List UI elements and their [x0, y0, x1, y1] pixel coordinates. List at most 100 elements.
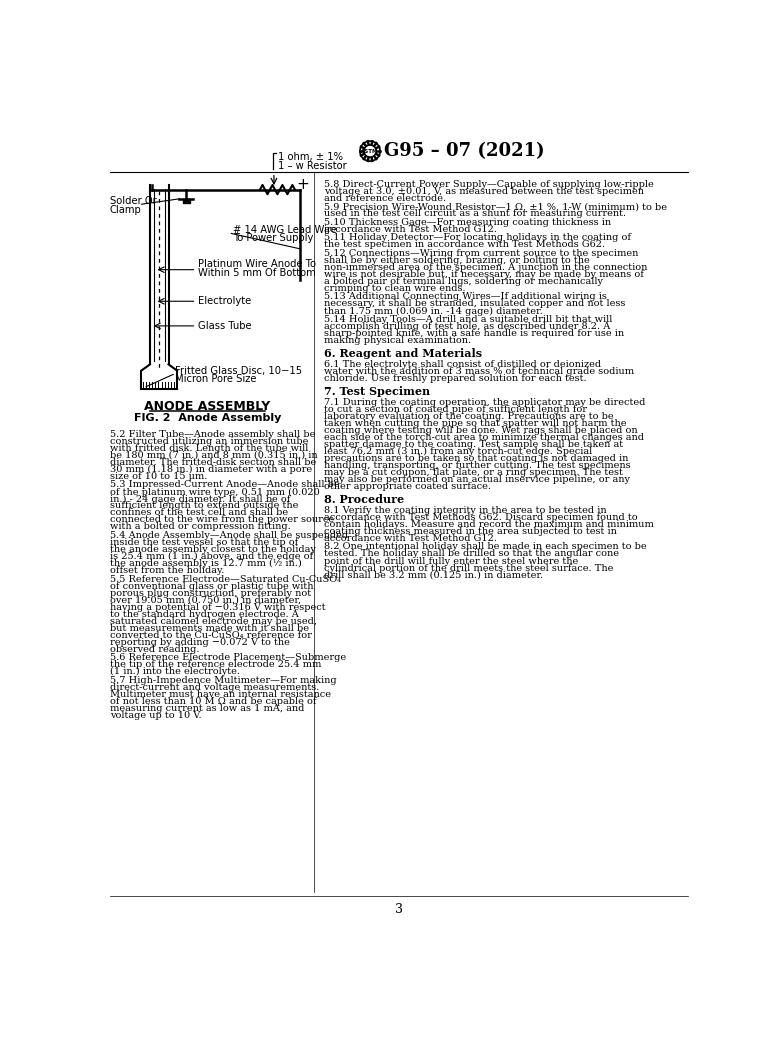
Text: necessary, it shall be stranded, insulated copper and not less: necessary, it shall be stranded, insulat… [324, 300, 626, 308]
Text: 8.2 One intentional holiday shall be made in each specimen to be: 8.2 One intentional holiday shall be mad… [324, 542, 647, 552]
Text: diameter. The fritted-disk section shall be: diameter. The fritted-disk section shall… [110, 458, 316, 466]
Text: connected to the wire from the power source: connected to the wire from the power sou… [110, 515, 334, 525]
Text: Within 5 mm Of Bottom: Within 5 mm Of Bottom [198, 268, 316, 278]
Text: offset from the holiday.: offset from the holiday. [110, 566, 224, 575]
Text: ASTM: ASTM [361, 149, 379, 154]
Text: the anode assembly closest to the holiday: the anode assembly closest to the holida… [110, 545, 316, 554]
Text: Micron Pore Size: Micron Pore Size [175, 374, 256, 384]
Text: 1 – w Resistor: 1 – w Resistor [278, 160, 346, 171]
Text: Multimeter must have an internal resistance: Multimeter must have an internal resista… [110, 690, 331, 699]
Text: having a potential of −0.316 V with respect: having a potential of −0.316 V with resp… [110, 603, 325, 612]
Text: 6. Reagent and Materials: 6. Reagent and Materials [324, 348, 482, 358]
Text: non-immersed area of the specimen. A junction in the connection: non-immersed area of the specimen. A jun… [324, 262, 648, 272]
Text: accordance with Test Methods G62. Discard specimen found to: accordance with Test Methods G62. Discar… [324, 513, 638, 522]
Text: 5.5 Reference Electrode—Saturated Cu-CuSO₄: 5.5 Reference Electrode—Saturated Cu-CuS… [110, 575, 341, 584]
Text: precautions are to be taken so that coating is not damaged in: precautions are to be taken so that coat… [324, 454, 629, 463]
Text: porous plug construction, preferably not: porous plug construction, preferably not [110, 588, 310, 598]
Text: over 19.05 mm (0.750 in.) in diameter,: over 19.05 mm (0.750 in.) in diameter, [110, 595, 301, 605]
Text: 5.13 Additional Connecting Wires—If additional wiring is: 5.13 Additional Connecting Wires—If addi… [324, 293, 607, 302]
Text: 5.12 Connections—Wiring from current source to the specimen: 5.12 Connections—Wiring from current sou… [324, 249, 639, 258]
Text: shall be by either soldering, brazing, or bolting to the: shall be by either soldering, brazing, o… [324, 256, 590, 264]
Text: water with the addition of 3 mass % of technical grade sodium: water with the addition of 3 mass % of t… [324, 366, 634, 376]
Text: of the platinum wire type, 0.51 mm (0.020: of the platinum wire type, 0.51 mm (0.02… [110, 487, 320, 497]
Text: handling, transporting, or further cutting. The test specimens: handling, transporting, or further cutti… [324, 461, 631, 469]
Text: of conventional glass or plastic tube with: of conventional glass or plastic tube wi… [110, 582, 314, 590]
Text: to cut a section of coated pipe of sufficient length for: to cut a section of coated pipe of suffi… [324, 405, 587, 414]
Text: 7.1 During the coating operation, the applicator may be directed: 7.1 During the coating operation, the ap… [324, 398, 646, 407]
Text: saturated calomel electrode may be used,: saturated calomel electrode may be used, [110, 616, 317, 626]
Text: the anode assembly is 12.7 mm (½ in.): the anode assembly is 12.7 mm (½ in.) [110, 559, 301, 568]
Text: may also be performed on an actual inservice pipeline, or any: may also be performed on an actual inser… [324, 475, 630, 484]
Text: is 25.4 mm (1 in.) above, and the edge of: is 25.4 mm (1 in.) above, and the edge o… [110, 552, 313, 561]
Text: point of the drill will fully enter the steel where the: point of the drill will fully enter the … [324, 557, 579, 565]
Text: size of 10 to 15 μm.: size of 10 to 15 μm. [110, 472, 207, 481]
Text: least 76.2 mm (3 in.) from any torch-cut edge. Special: least 76.2 mm (3 in.) from any torch-cut… [324, 447, 593, 456]
Text: be 180 mm (7 in.) and 8 mm (0.315 in.) in: be 180 mm (7 in.) and 8 mm (0.315 in.) i… [110, 451, 317, 460]
Text: ANODE ASSEMBLY: ANODE ASSEMBLY [144, 400, 271, 413]
Text: each side of the torch-cut area to minimize thermal changes and: each side of the torch-cut area to minim… [324, 433, 644, 442]
Text: the tip of the reference electrode 25.4 mm: the tip of the reference electrode 25.4 … [110, 660, 321, 669]
Text: in.) - 24 gage diameter. It shall be of: in.) - 24 gage diameter. It shall be of [110, 494, 290, 504]
Text: a bolted pair of terminal lugs, soldering or mechanically: a bolted pair of terminal lugs, solderin… [324, 277, 603, 286]
Text: 8.1 Verify the coating integrity in the area to be tested in: 8.1 Verify the coating integrity in the … [324, 506, 607, 515]
Text: with a bolted or compression fitting.: with a bolted or compression fitting. [110, 523, 290, 532]
Text: 1 ohm, ± 1%: 1 ohm, ± 1% [278, 152, 343, 162]
Text: than 1.75 mm (0.069 in. -14 gage) diameter.: than 1.75 mm (0.069 in. -14 gage) diamet… [324, 306, 543, 315]
Text: and reference electrode.: and reference electrode. [324, 194, 447, 203]
Text: 5.7 High-Impedence Multimeter—For making: 5.7 High-Impedence Multimeter—For making [110, 676, 336, 685]
Text: tested. The holiday shall be drilled so that the angular cone: tested. The holiday shall be drilled so … [324, 550, 619, 559]
Text: crimping to clean wire ends.: crimping to clean wire ends. [324, 284, 466, 293]
Text: but measurements made with it shall be: but measurements made with it shall be [110, 624, 309, 633]
Text: 5.4 Anode Assembly—Anode shall be suspended: 5.4 Anode Assembly—Anode shall be suspen… [110, 531, 348, 540]
Text: measuring current as low as 1 mA, and: measuring current as low as 1 mA, and [110, 704, 304, 713]
Text: accordance with Test Method G12.: accordance with Test Method G12. [324, 225, 497, 234]
Bar [183, 199, 191, 203]
Text: 7. Test Specimen: 7. Test Specimen [324, 385, 430, 397]
Text: taken when cutting the pipe so that spatter will not harm the: taken when cutting the pipe so that spat… [324, 418, 627, 428]
Text: 5.8 Direct-Current Power Supply—Capable of supplying low-ripple: 5.8 Direct-Current Power Supply—Capable … [324, 180, 654, 188]
Text: drill shall be 3.2 mm (0.125 in.) in diameter.: drill shall be 3.2 mm (0.125 in.) in dia… [324, 570, 544, 580]
Text: contain holidays. Measure and record the maximum and minimum: contain holidays. Measure and record the… [324, 519, 654, 529]
Text: confines of the test cell and shall be: confines of the test cell and shall be [110, 508, 288, 517]
Text: constructed utilizing an immersion tube: constructed utilizing an immersion tube [110, 437, 308, 446]
Text: Solder Or: Solder Or [110, 196, 156, 206]
Text: accordance with Test Method G12.: accordance with Test Method G12. [324, 534, 497, 543]
Text: 5.14 Holiday Tools—A drill and a suitable drill bit that will: 5.14 Holiday Tools—A drill and a suitabl… [324, 315, 613, 324]
Text: sufficient length to extend outside the: sufficient length to extend outside the [110, 502, 298, 510]
Text: making physical examination.: making physical examination. [324, 336, 471, 345]
Text: wire is not desirable but, if necessary, may be made by means of: wire is not desirable but, if necessary,… [324, 270, 644, 279]
Text: direct-current and voltage measurements.: direct-current and voltage measurements. [110, 683, 319, 692]
Text: used in the test cell circuit as a shunt for measuring current.: used in the test cell circuit as a shunt… [324, 209, 626, 219]
Text: may be a cut coupon, flat plate, or a ring specimen. The test: may be a cut coupon, flat plate, or a ri… [324, 468, 623, 477]
Text: 8. Procedure: 8. Procedure [324, 493, 405, 505]
Text: voltage up to 10 V.: voltage up to 10 V. [110, 711, 202, 719]
Text: converted to the Cu-CuSO₄ reference for: converted to the Cu-CuSO₄ reference for [110, 631, 311, 639]
Text: 5.9 Precision Wire-Wound Resistor—1 Ω, ±1 %, 1-W (minimum) to be: 5.9 Precision Wire-Wound Resistor—1 Ω, ±… [324, 202, 668, 211]
Text: 3: 3 [394, 903, 403, 916]
Text: accomplish drilling of test hole, as described under 8.2. A: accomplish drilling of test hole, as des… [324, 322, 611, 331]
Text: Clamp: Clamp [110, 205, 142, 214]
Text: Glass Tube: Glass Tube [198, 321, 251, 331]
Text: (1 in.) into the electrolyte.: (1 in.) into the electrolyte. [110, 667, 240, 677]
Text: G95 – 07 (2021): G95 – 07 (2021) [384, 143, 545, 160]
Text: inside the test vessel so that the tip of: inside the test vessel so that the tip o… [110, 538, 298, 547]
Text: Platinum Wire Anode To: Platinum Wire Anode To [198, 259, 316, 270]
Text: # 14 AWG Lead Wire: # 14 AWG Lead Wire [233, 225, 337, 234]
Text: cylindrical portion of the drill meets the steel surface. The: cylindrical portion of the drill meets t… [324, 563, 614, 573]
Text: 5.6 Reference Electrode Placement—Submerge: 5.6 Reference Electrode Placement—Submer… [110, 653, 345, 662]
Text: of not less than 10 M Ω and be capable of: of not less than 10 M Ω and be capable o… [110, 696, 316, 706]
Text: 5.11 Holiday Detector—For locating holidays in the coating of: 5.11 Holiday Detector—For locating holid… [324, 233, 631, 243]
Text: sharp-pointed knife, with a safe handle is required for use in: sharp-pointed knife, with a safe handle … [324, 329, 625, 338]
Text: reporting by adding −0.072 V to the: reporting by adding −0.072 V to the [110, 638, 289, 646]
Text: laboratory evaluation of the coating. Precautions are to be: laboratory evaluation of the coating. Pr… [324, 412, 614, 421]
Text: To Power Supply: To Power Supply [233, 233, 314, 244]
Text: observed reading.: observed reading. [110, 644, 199, 654]
Text: +: + [296, 177, 309, 192]
Text: FIG. 2  Anode Assembly: FIG. 2 Anode Assembly [134, 413, 281, 424]
Text: 5.2 Filter Tube—Anode assembly shall be: 5.2 Filter Tube—Anode assembly shall be [110, 430, 315, 439]
Text: with fritted disk. Length of the tube will: with fritted disk. Length of the tube wi… [110, 443, 308, 453]
Text: Electrolyte: Electrolyte [198, 297, 251, 306]
Text: 5.10 Thickness Gage—For measuring coating thickness in: 5.10 Thickness Gage—For measuring coatin… [324, 218, 612, 227]
Text: spatter damage to the coating. Test sample shall be taken at: spatter damage to the coating. Test samp… [324, 440, 623, 449]
Text: to the standard hydrogen electrode. A: to the standard hydrogen electrode. A [110, 610, 299, 618]
